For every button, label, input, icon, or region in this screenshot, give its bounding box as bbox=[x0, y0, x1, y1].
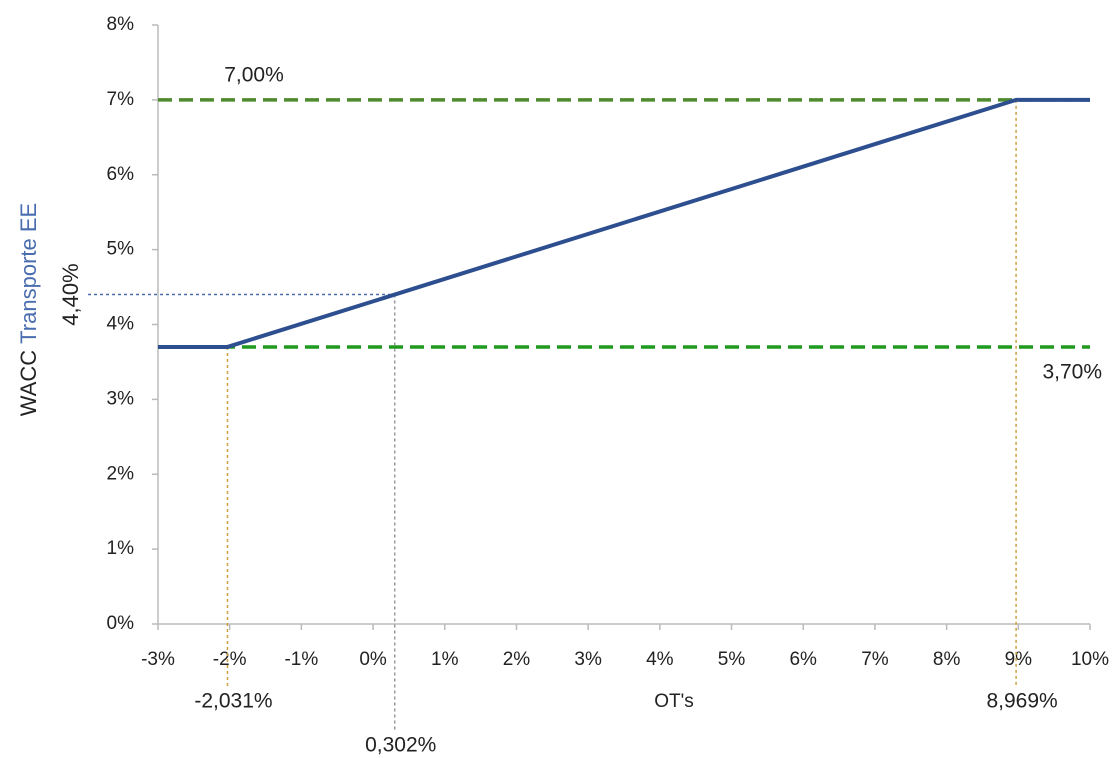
marker-y-label: 4,40% bbox=[58, 263, 83, 325]
x-tick-label: 10% bbox=[1071, 649, 1109, 670]
y-tick-label: 4% bbox=[107, 314, 135, 335]
y-tick-label: 6% bbox=[107, 164, 135, 185]
x-tick-label: 2% bbox=[503, 649, 531, 670]
x-tick-label: 8% bbox=[933, 649, 961, 670]
x-tick-label: 0% bbox=[359, 649, 387, 670]
x-tick-label: 1% bbox=[431, 649, 459, 670]
x-tick-label: 9% bbox=[1005, 649, 1033, 670]
series-line bbox=[158, 97, 1090, 349]
x-tick-label: 5% bbox=[718, 649, 746, 670]
y-tick-label: 8% bbox=[107, 14, 135, 35]
y-tick-label: 1% bbox=[107, 538, 135, 559]
x-tick-label: 4% bbox=[646, 649, 674, 670]
marker-label: 0,302% bbox=[365, 734, 436, 757]
x-tick-label: 3% bbox=[574, 649, 602, 670]
y-tick-label: 5% bbox=[107, 239, 135, 260]
y-axis-title-part: WACC bbox=[16, 350, 41, 417]
y-tick-label: 7% bbox=[107, 89, 135, 110]
x-axis-title: OT's bbox=[654, 691, 694, 712]
y-tick-label: 3% bbox=[107, 388, 135, 409]
x-tick-label: -2% bbox=[213, 649, 247, 670]
x-tick-label: -3% bbox=[141, 649, 175, 670]
x-tick-label: -1% bbox=[284, 649, 318, 670]
reference-label: 3,70% bbox=[1042, 361, 1102, 384]
y-axis-title-part: Transporte EE bbox=[16, 203, 41, 344]
y-tick-label: 0% bbox=[107, 613, 135, 634]
marker-label: 8,969% bbox=[986, 690, 1057, 713]
y-axis-title: WACC Transporte EE bbox=[16, 203, 41, 416]
marker-label: -2,031% bbox=[194, 690, 272, 713]
reference-label: 7,00% bbox=[224, 63, 284, 86]
y-tick-label: 2% bbox=[107, 463, 135, 484]
x-tick-label: 7% bbox=[861, 649, 889, 670]
x-tick-label: 6% bbox=[789, 649, 817, 670]
